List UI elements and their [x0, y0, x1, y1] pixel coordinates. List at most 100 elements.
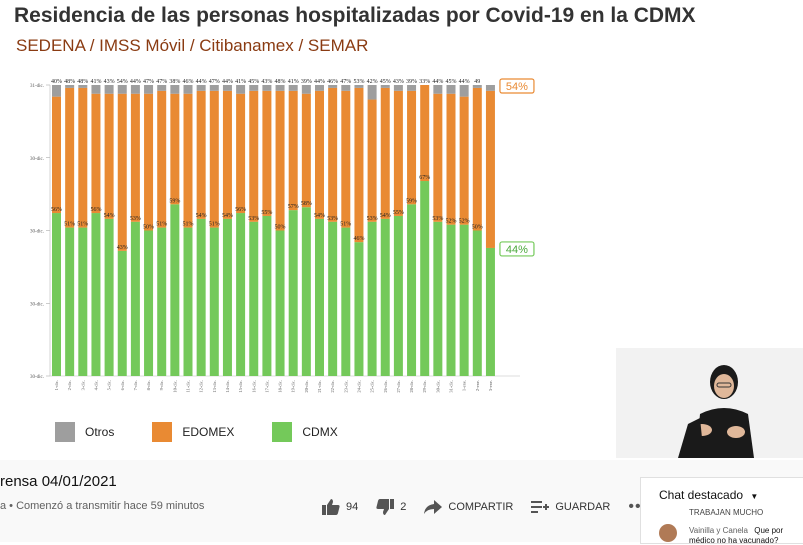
bar-otros	[262, 85, 272, 91]
data-label-cdmx: 52%	[446, 219, 457, 225]
bar-otros	[104, 85, 114, 94]
chat-message-text: Que por	[754, 526, 784, 535]
bar-cdmx	[354, 242, 364, 376]
save-button[interactable]: GUARDAR	[531, 500, 610, 514]
bar-edomex	[420, 85, 430, 182]
data-label-cdmx: 67%	[419, 175, 430, 181]
callout-edomex-label: 54%	[506, 81, 528, 93]
bar-edomex	[407, 90, 417, 205]
x-tick-label: 21-dic.	[317, 380, 322, 393]
bar-edomex	[249, 90, 259, 222]
bar-cdmx	[117, 250, 127, 376]
data-label-cdmx: 54%	[104, 213, 115, 219]
bar-otros	[315, 85, 324, 91]
bar-edomex	[459, 96, 469, 225]
x-tick-label: 7-dic.	[133, 380, 138, 390]
data-label-edomex: 39%	[406, 79, 417, 85]
bar-otros	[301, 85, 311, 94]
data-label-cdmx: 53%	[130, 216, 141, 222]
share-button[interactable]: COMPARTIR	[424, 500, 513, 514]
bar-otros	[196, 85, 206, 91]
bar-cdmx	[196, 218, 206, 376]
data-label-cdmx: 52%	[459, 219, 470, 225]
video-meta: a • Comenzó a transmitir hace 59 minutos	[0, 500, 205, 512]
bar-edomex	[91, 93, 101, 214]
data-label-edomex: 41%	[235, 79, 246, 85]
data-label-cdmx: 43%	[117, 245, 128, 251]
bar-edomex	[341, 90, 351, 228]
x-tick-label: 4-dic.	[93, 380, 98, 390]
bar-otros	[117, 85, 127, 94]
data-label-cdmx: 57%	[288, 204, 299, 210]
video-title[interactable]: rensa 04/01/2021	[0, 473, 117, 490]
bar-cdmx	[104, 218, 114, 376]
bar-otros	[341, 85, 351, 91]
bar-edomex	[236, 93, 246, 214]
bar-cdmx	[393, 215, 403, 376]
data-label-edomex: 54%	[117, 79, 128, 85]
bar-cdmx	[301, 207, 311, 376]
bar-cdmx	[249, 221, 259, 376]
bar-otros	[222, 85, 232, 91]
data-label-cdmx: 50%	[472, 225, 483, 231]
x-tick-label: 13-dic.	[212, 380, 217, 393]
bar-edomex	[262, 90, 272, 216]
legend-cdmx-label: CDMX	[302, 425, 338, 439]
bar-otros	[393, 85, 403, 91]
data-label-cdmx: 51%	[183, 222, 194, 228]
chat-header-label: Chat destacado	[659, 488, 744, 502]
bar-edomex	[52, 96, 61, 214]
bar-otros	[459, 85, 469, 97]
dislike-button[interactable]: 2	[376, 499, 406, 515]
bar-otros	[249, 85, 259, 91]
bar-otros	[170, 85, 180, 94]
data-label-edomex: 47%	[209, 79, 220, 85]
data-label-cdmx: 53%	[248, 216, 259, 222]
y-tick-label: 30-dic.	[30, 230, 44, 235]
bar-cdmx	[209, 227, 219, 376]
share-label: COMPARTIR	[448, 501, 514, 513]
data-label-cdmx: 50%	[143, 225, 154, 231]
data-label-cdmx: 58%	[301, 201, 312, 207]
data-label-edomex: 47%	[156, 79, 167, 85]
legend-otros-label: Otros	[85, 425, 115, 439]
bar-otros	[130, 85, 140, 94]
data-label-edomex: 42%	[367, 79, 378, 85]
like-button[interactable]: 94	[322, 499, 358, 515]
stacked-bar-chart: 31-dic. 30-dic. 30-dic. 30-dic. 30-dic. 56% 40…	[30, 78, 535, 393]
bar-cdmx	[420, 181, 430, 376]
thumbs-down-icon	[376, 499, 395, 515]
data-label-edomex: 44%	[459, 79, 470, 85]
x-tick-label: 17-dic.	[264, 380, 269, 393]
data-label-edomex: 45%	[248, 79, 259, 85]
bar-cdmx	[144, 230, 154, 376]
x-tick-label: 27-dic.	[396, 380, 401, 393]
chat-message-text-top: TRABAJAN MUCHO	[689, 508, 764, 517]
chat-mode-dropdown[interactable]: Chat destacado ▼	[659, 488, 758, 502]
bar-otros	[380, 85, 390, 88]
bar-otros	[52, 85, 61, 97]
bar-cdmx	[315, 218, 324, 376]
bar-cdmx	[170, 204, 180, 376]
legend-otros: Otros	[55, 422, 114, 442]
bar-cdmx	[130, 221, 140, 376]
data-label-cdmx: 56%	[51, 207, 62, 213]
data-label-edomex: 44%	[196, 79, 207, 85]
bar-edomex	[485, 90, 495, 248]
x-tick-label: 19-dic.	[291, 380, 296, 393]
share-icon	[424, 500, 443, 514]
slide-subtitle: SEDENA / IMSS Móvil / Citibanamex / SEMA…	[16, 36, 369, 55]
data-label-edomex: 44%	[432, 79, 443, 85]
playlist-add-icon	[531, 501, 550, 513]
sign-language-interpreter-video	[616, 348, 803, 458]
bar-edomex	[367, 99, 377, 222]
data-label-cdmx: 55%	[393, 210, 404, 216]
callout-cdmx-box	[499, 241, 535, 257]
bar-cdmx	[91, 213, 101, 376]
bar-cdmx	[157, 227, 167, 376]
x-tick-label: 3-dic.	[80, 380, 85, 390]
x-tick-label: 22-dic.	[330, 380, 335, 393]
x-tick-label: 8-dic.	[146, 380, 151, 390]
bar-edomex	[433, 93, 443, 222]
data-label-cdmx: 53%	[432, 216, 443, 222]
